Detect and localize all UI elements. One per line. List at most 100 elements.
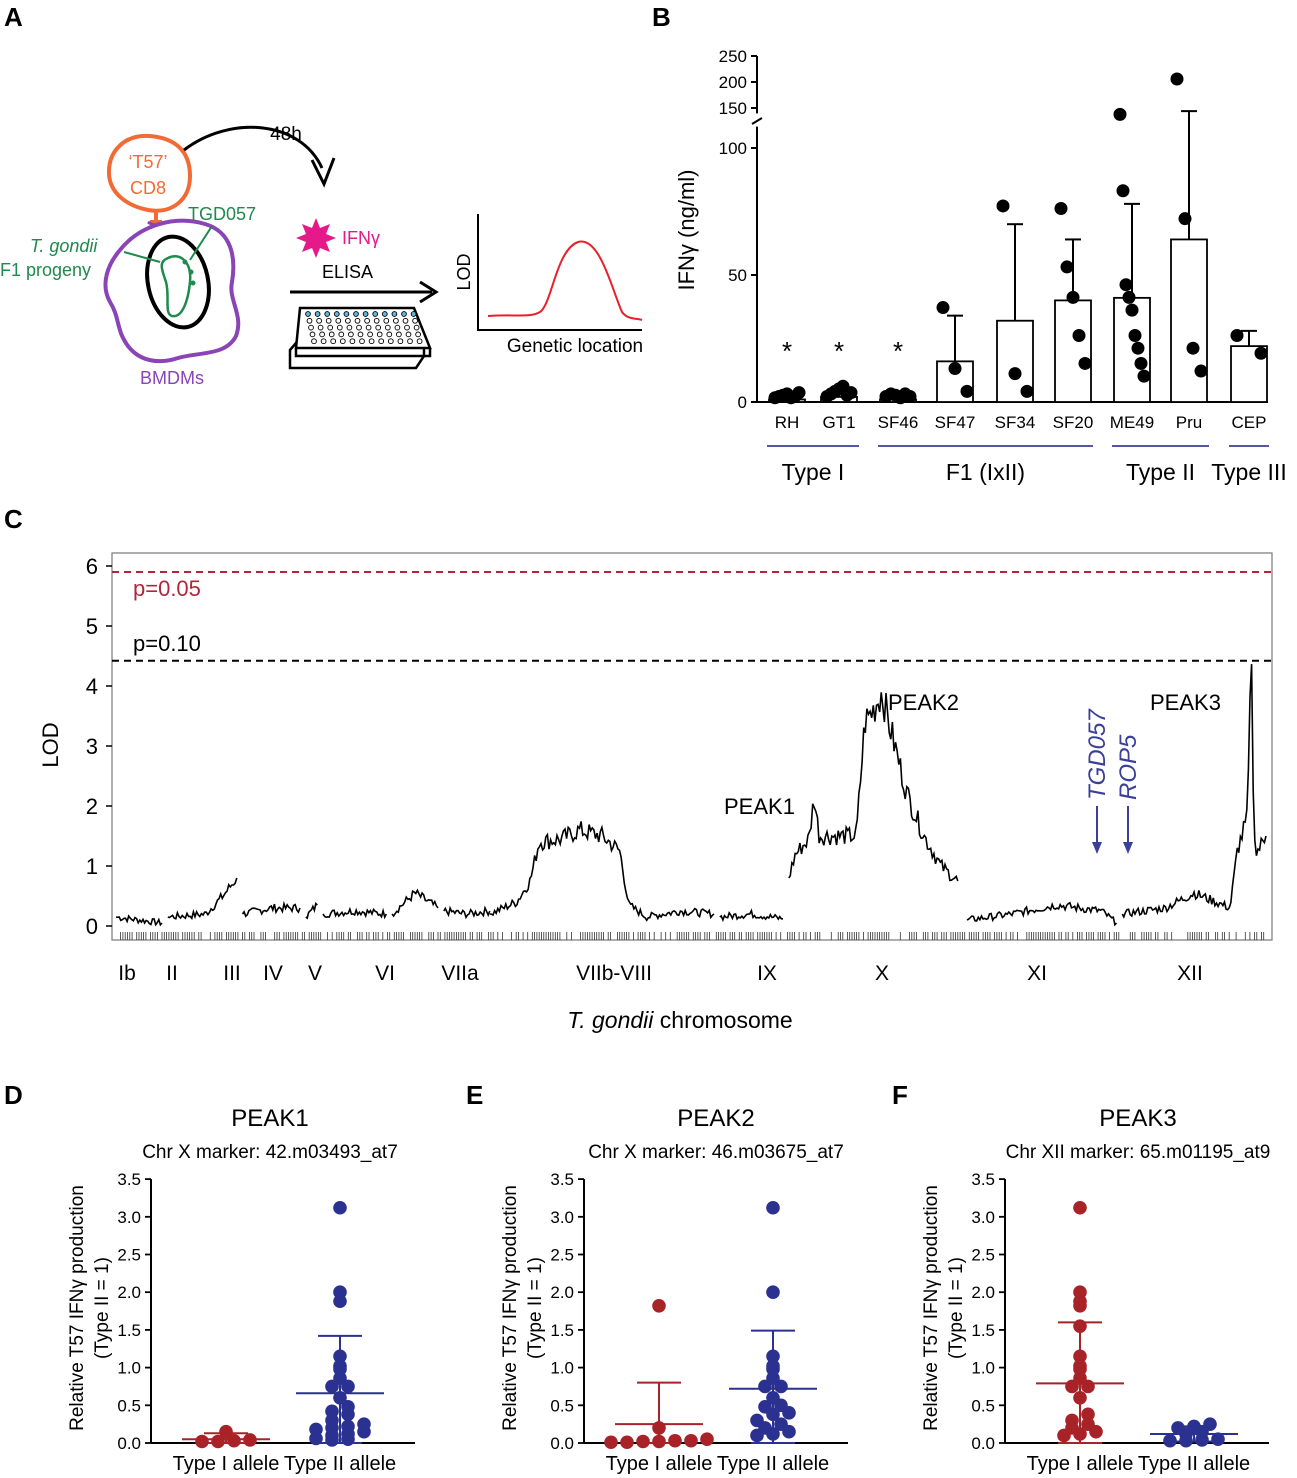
bar <box>1054 299 1092 403</box>
threshold-label: p=0.05 <box>133 576 201 601</box>
group-label: Type III <box>1211 459 1286 485</box>
chromosome-label: XII <box>1177 962 1203 985</box>
category-label: Type I allele <box>1027 1453 1134 1475</box>
gene-label: ROP5 <box>1115 734 1142 800</box>
data-point <box>766 1285 780 1299</box>
plate-well <box>317 324 324 331</box>
data-point <box>1178 212 1192 226</box>
time-label: 48h <box>270 124 302 145</box>
plate-well <box>343 311 350 317</box>
panel-label-a: A <box>4 2 23 32</box>
data-point <box>1125 303 1139 317</box>
plate-well <box>376 331 383 338</box>
y-axis-label-line1: Relative T57 IFNγ production <box>921 1185 942 1431</box>
cd8-label-line1: ‘T57’ <box>128 152 167 172</box>
data-point <box>1008 367 1022 381</box>
plate-well <box>333 311 340 317</box>
y-tick-label: 50 <box>728 266 747 285</box>
mini-lod-plot: LOD Genetic location <box>454 214 643 357</box>
y-axis-label-line1: Relative T57 IFNγ production <box>67 1185 88 1431</box>
chromosome-label: IV <box>263 962 283 985</box>
plate-well <box>320 338 327 345</box>
time-arrow <box>183 125 324 169</box>
category-label: SF20 <box>1053 413 1094 432</box>
marker-rug <box>120 932 1265 940</box>
data-point <box>227 1433 241 1448</box>
plate-well <box>308 324 314 331</box>
y-tick-label: 0 <box>86 914 98 939</box>
scatter-peak2: PEAK2 Chr X marker: 46.m03675_at7 0.0 0.5 1.… <box>500 1105 848 1475</box>
y-tick-label: 2.0 <box>971 1283 995 1302</box>
data-point <box>604 1435 618 1450</box>
category-label: RH <box>775 413 800 432</box>
data-point <box>1203 1417 1217 1431</box>
plate-well <box>306 317 313 324</box>
chart-subtitle: Chr X marker: 46.m03675_at7 <box>588 1142 844 1163</box>
y-tick-label: 0.5 <box>117 1396 141 1415</box>
y-axis-label-line2: (Type II = 1) <box>525 1257 546 1359</box>
data-point <box>1020 384 1034 398</box>
parasite-label-line2: F1 progeny <box>0 260 91 280</box>
x-axis-label-rest: chromosome <box>653 1007 792 1033</box>
plate-well <box>404 324 410 331</box>
cd8-label-line2: CD8 <box>130 178 166 198</box>
y-tick-label: 1.5 <box>971 1321 995 1340</box>
data-point <box>700 1432 714 1447</box>
data-point <box>758 1400 772 1414</box>
data-point <box>750 1413 764 1428</box>
y-tick-label: 4 <box>86 674 98 699</box>
data-point <box>792 386 806 400</box>
elisa-label: ELISA <box>322 262 373 282</box>
plate-well <box>401 311 407 317</box>
data-point <box>219 1424 233 1439</box>
bmdm-label: BMDMs <box>140 368 204 388</box>
significance-star: * <box>893 336 903 366</box>
plate-well <box>316 317 322 324</box>
y-tick-label: 1 <box>86 854 98 879</box>
plate-well <box>345 317 351 324</box>
x-axis-label-italic: T. gondii <box>567 1007 654 1033</box>
significance-star: * <box>834 336 844 366</box>
plate-well <box>356 324 362 331</box>
panel-c: C 0 1 2 3 4 5 6 LOD p=0.05 p=0.10 PEAK1 PEAK2 PEAK3 T… <box>4 504 1273 1033</box>
y-tick-label: 3.0 <box>117 1208 141 1227</box>
y-tick-label: 0.0 <box>971 1434 995 1453</box>
y-axis-label: LOD <box>38 722 63 767</box>
data-point <box>1134 356 1148 370</box>
lod-trace-II <box>167 877 238 921</box>
y-axis-label-line2: (Type II = 1) <box>946 1257 967 1359</box>
data-point <box>1170 72 1184 86</box>
antigen-dot-icon <box>190 280 196 286</box>
gene-label: TGD057 <box>1084 708 1111 800</box>
bar-chart-ifng: 0 50 100 150 200 250 IFNγ (ng/ml) * RH * GT1 * SF46 S… <box>674 47 1287 485</box>
plate-well <box>319 331 325 338</box>
plate-well <box>384 324 391 331</box>
data-point <box>333 1200 347 1215</box>
data-point <box>1073 1200 1087 1215</box>
category-label: Type I allele <box>606 1453 713 1475</box>
group-label: Type I <box>782 459 845 485</box>
data-point <box>195 1434 209 1449</box>
y-tick-label: 250 <box>719 47 747 66</box>
chromosome-label: XI <box>1027 962 1047 985</box>
parasite-label-line1: T. gondii <box>30 236 98 256</box>
plate-well <box>336 324 343 331</box>
category-label: SF34 <box>995 413 1036 432</box>
data-point <box>960 384 974 398</box>
data-point <box>996 199 1010 213</box>
data-point <box>636 1434 650 1449</box>
ifng-label: IFNγ <box>342 228 380 248</box>
antigen-label: TGD057 <box>188 204 256 224</box>
data-point <box>1137 369 1151 383</box>
plate-well <box>393 317 399 324</box>
lod-trace-XII <box>1121 664 1267 919</box>
data-point <box>333 1285 347 1299</box>
plate-well <box>314 311 321 317</box>
data-point <box>903 389 917 403</box>
lod-genome-scan: 0 1 2 3 4 5 6 LOD p=0.05 p=0.10 PEAK1 PEAK2 PEAK3 TGD… <box>38 552 1273 1033</box>
category-label: Type II allele <box>1138 1453 1250 1475</box>
data-point <box>1119 278 1133 292</box>
y-tick-label: 100 <box>719 139 747 158</box>
plate-well <box>354 317 361 324</box>
plate-well <box>383 317 390 324</box>
